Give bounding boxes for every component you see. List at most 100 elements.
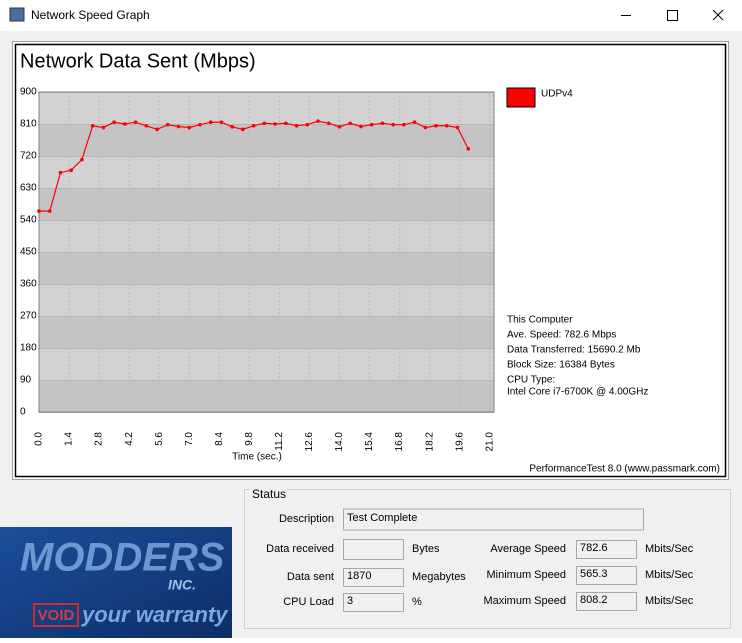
field-box <box>576 540 637 559</box>
plot-border <box>38 91 495 413</box>
data-point <box>380 121 385 126</box>
x-tick-label: 1.4 <box>64 432 75 446</box>
data-point <box>284 121 288 126</box>
x-tick-label: 14.0 <box>334 432 345 452</box>
info-text: Ave. Speed: 782.6 Mbps <box>507 330 616 341</box>
y-tick-label: 270 <box>20 311 37 322</box>
legend-swatch <box>506 87 536 108</box>
data-point <box>208 120 213 125</box>
y-tick-label: 630 <box>20 183 37 194</box>
data-point <box>434 123 438 128</box>
data-point <box>316 119 320 123</box>
field-value: 3 <box>347 595 353 607</box>
field-unit: Mbits/Sec <box>645 543 694 555</box>
data-point <box>359 124 363 129</box>
status-title: Status <box>252 487 286 501</box>
field-unit: % <box>412 596 422 608</box>
data-point <box>262 121 267 126</box>
data-point <box>155 127 159 132</box>
app-icon <box>9 7 25 22</box>
y-tick-label: 720 <box>20 151 37 162</box>
data-point <box>90 123 95 128</box>
watermark-brand: MODDERS <box>20 536 225 580</box>
watermark-tagline: your warranty <box>81 602 229 627</box>
field-label: Data sent <box>287 571 334 583</box>
data-point <box>37 209 41 213</box>
watermark-bg <box>0 527 232 638</box>
field-value: 782.6 <box>580 542 608 554</box>
y-tick-label: 810 <box>20 119 37 130</box>
x-tick-label: 19.6 <box>454 432 465 452</box>
chart-title: Network Data Sent (Mbps) <box>20 50 256 72</box>
data-point <box>273 122 277 126</box>
data-point <box>412 120 417 125</box>
data-point <box>369 122 374 127</box>
data-point <box>326 121 331 126</box>
legend-label: UDPv4 <box>541 89 573 100</box>
x-tick-label: 11.2 <box>274 432 285 451</box>
x-tick-label: 16.8 <box>394 432 405 452</box>
data-point <box>165 122 170 127</box>
status-group <box>244 489 731 629</box>
field-label: Data received <box>266 543 334 555</box>
info-text: This Computer <box>507 315 573 326</box>
field-box <box>343 568 404 587</box>
x-tick-label: 9.8 <box>244 432 255 446</box>
watermark-badge: VOID <box>38 607 75 624</box>
x-tick-label: 0.0 <box>34 432 45 446</box>
maximize-button[interactable] <box>667 10 678 21</box>
info-text: Data Transferred: 15690.2 Mb <box>507 345 641 356</box>
y-tick-label: 180 <box>20 343 37 354</box>
grid-band <box>39 188 494 220</box>
data-point <box>337 125 342 129</box>
data-point <box>69 168 73 173</box>
field-box <box>343 593 404 612</box>
data-point <box>466 147 471 151</box>
data-point <box>294 123 299 128</box>
x-tick-label: 2.8 <box>94 432 105 446</box>
watermark-badge-box <box>33 603 79 627</box>
field-box <box>576 592 637 611</box>
data-point <box>80 157 84 162</box>
data-point <box>198 122 202 127</box>
x-tick-label: 5.6 <box>154 432 165 446</box>
field-value: 1870 <box>347 570 371 582</box>
field-label: CPU Load <box>283 596 334 608</box>
close-button[interactable] <box>712 9 724 21</box>
field-unit: Mbits/Sec <box>645 595 694 607</box>
info-text: Intel Core i7-6700K @ 4.00GHz <box>507 387 648 398</box>
data-point <box>47 209 52 213</box>
grid-band <box>39 252 494 284</box>
x-tick-label: 8.4 <box>214 432 225 446</box>
data-point <box>123 122 127 126</box>
data-point <box>219 120 224 125</box>
data-point <box>101 125 106 130</box>
footnote: PerformanceTest 8.0 (www.passmark.com) <box>529 464 720 475</box>
data-point <box>241 127 245 132</box>
status-fields: Description Test Complete Data received Byt… <box>266 508 694 612</box>
field-value: 565.3 <box>580 568 608 580</box>
x-tick-label: 15.4 <box>364 432 375 452</box>
info-text: Block Size: 16384 Bytes <box>507 360 615 371</box>
field-label: Description <box>279 513 334 525</box>
grid-band <box>39 316 494 348</box>
data-point <box>251 123 256 128</box>
data-point <box>187 125 192 130</box>
data-point <box>402 122 406 127</box>
field-box <box>343 508 644 531</box>
x-axis-label: Time (sec.) <box>232 452 282 463</box>
y-tick-label: 0 <box>20 407 26 418</box>
title-bar <box>0 0 742 31</box>
x-tick-label: 12.6 <box>304 432 315 452</box>
x-tick-label: 18.2 <box>424 432 435 452</box>
data-point <box>133 120 138 125</box>
field-unit: Megabytes <box>412 571 466 583</box>
x-tick-label: 7.0 <box>184 432 195 446</box>
data-point <box>144 123 149 128</box>
info-text: CPU Type: <box>507 375 555 386</box>
field-box <box>576 566 637 585</box>
field-label: Average Speed <box>490 543 566 555</box>
field-unit: Mbits/Sec <box>645 569 694 581</box>
data-point <box>423 125 428 130</box>
